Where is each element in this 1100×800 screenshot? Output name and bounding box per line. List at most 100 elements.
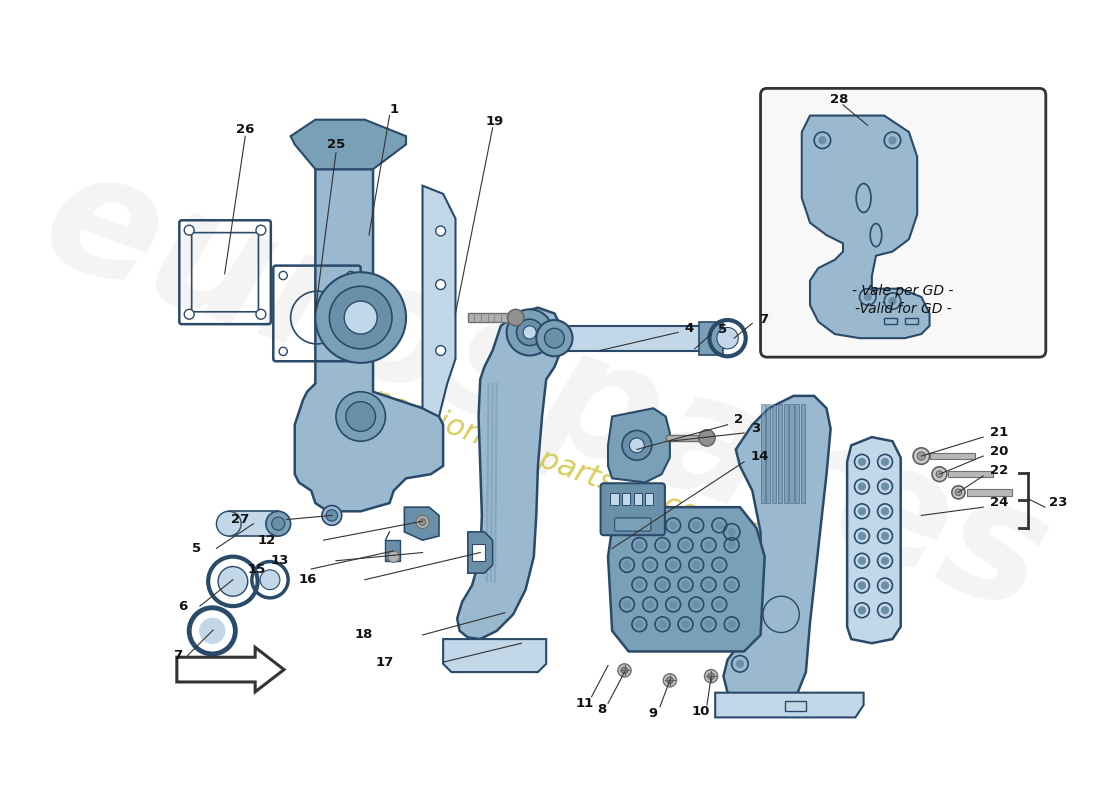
Circle shape <box>669 561 678 569</box>
Text: 25: 25 <box>327 138 345 151</box>
Circle shape <box>388 551 399 562</box>
Bar <box>621 493 630 505</box>
Circle shape <box>881 557 889 565</box>
Circle shape <box>316 272 406 363</box>
Circle shape <box>727 620 736 628</box>
Bar <box>645 493 653 505</box>
Bar <box>772 404 777 503</box>
Polygon shape <box>295 169 443 511</box>
Text: 4: 4 <box>684 322 694 334</box>
Circle shape <box>692 561 701 569</box>
Circle shape <box>646 600 654 609</box>
Circle shape <box>698 430 715 446</box>
Polygon shape <box>608 507 764 651</box>
Circle shape <box>681 581 690 589</box>
Polygon shape <box>405 507 439 540</box>
Circle shape <box>635 581 643 589</box>
Circle shape <box>623 521 631 530</box>
Bar <box>783 404 788 503</box>
Circle shape <box>260 570 279 590</box>
Circle shape <box>932 466 947 482</box>
Circle shape <box>858 507 866 515</box>
Circle shape <box>256 310 266 319</box>
Polygon shape <box>715 693 864 718</box>
Text: 7: 7 <box>173 649 182 662</box>
Circle shape <box>727 528 736 536</box>
Text: 20: 20 <box>990 445 1008 458</box>
Circle shape <box>199 618 226 644</box>
Circle shape <box>217 511 241 536</box>
Polygon shape <box>468 532 493 573</box>
Bar <box>795 404 800 503</box>
Bar <box>905 318 918 324</box>
Bar <box>790 404 793 503</box>
FancyBboxPatch shape <box>601 483 664 535</box>
Circle shape <box>279 347 287 355</box>
Circle shape <box>623 561 631 569</box>
Circle shape <box>646 521 654 530</box>
Polygon shape <box>458 308 563 639</box>
Bar <box>698 322 724 354</box>
Circle shape <box>346 347 355 355</box>
Circle shape <box>185 310 194 319</box>
Bar <box>760 404 764 503</box>
Bar <box>801 404 805 503</box>
Circle shape <box>881 507 889 515</box>
Circle shape <box>646 561 654 569</box>
FancyBboxPatch shape <box>615 518 651 531</box>
Text: 28: 28 <box>829 94 848 106</box>
Circle shape <box>952 486 965 499</box>
Circle shape <box>544 328 564 348</box>
Circle shape <box>727 541 736 550</box>
Circle shape <box>658 581 667 589</box>
Bar <box>472 544 485 561</box>
Text: - Vale per GD -: - Vale per GD - <box>852 284 954 298</box>
Circle shape <box>881 582 889 590</box>
Text: 26: 26 <box>236 123 254 136</box>
Bar <box>385 540 400 561</box>
Circle shape <box>881 532 889 540</box>
Circle shape <box>715 561 724 569</box>
Circle shape <box>913 448 930 464</box>
Circle shape <box>692 521 701 530</box>
Circle shape <box>669 600 678 609</box>
Text: 11: 11 <box>575 697 594 710</box>
Bar <box>666 434 707 442</box>
Circle shape <box>344 301 377 334</box>
Circle shape <box>692 600 701 609</box>
Bar <box>785 701 806 711</box>
Text: 24: 24 <box>990 496 1008 509</box>
Text: 5: 5 <box>717 322 727 335</box>
Polygon shape <box>290 120 406 169</box>
Circle shape <box>272 517 285 530</box>
Circle shape <box>658 541 667 550</box>
Circle shape <box>416 515 429 529</box>
Circle shape <box>658 620 667 628</box>
Bar <box>967 489 1012 496</box>
Circle shape <box>681 620 690 628</box>
Circle shape <box>346 271 355 280</box>
Bar <box>634 493 641 505</box>
Circle shape <box>436 346 446 355</box>
Text: 22: 22 <box>990 465 1008 478</box>
Text: 27: 27 <box>231 513 250 526</box>
Text: 14: 14 <box>750 450 769 462</box>
Text: 19: 19 <box>486 115 504 128</box>
Circle shape <box>881 606 889 614</box>
Circle shape <box>345 402 375 431</box>
Circle shape <box>635 541 643 550</box>
Circle shape <box>618 664 631 677</box>
Circle shape <box>704 541 713 550</box>
Circle shape <box>858 582 866 590</box>
Circle shape <box>669 521 678 530</box>
Circle shape <box>336 392 385 442</box>
Text: a passion for parts since 1982: a passion for parts since 1982 <box>341 374 784 558</box>
Circle shape <box>818 136 826 145</box>
Bar <box>778 404 782 503</box>
Circle shape <box>858 557 866 565</box>
Polygon shape <box>608 408 670 482</box>
Polygon shape <box>177 647 284 692</box>
Circle shape <box>715 600 724 609</box>
Circle shape <box>621 667 628 674</box>
Circle shape <box>279 271 287 280</box>
